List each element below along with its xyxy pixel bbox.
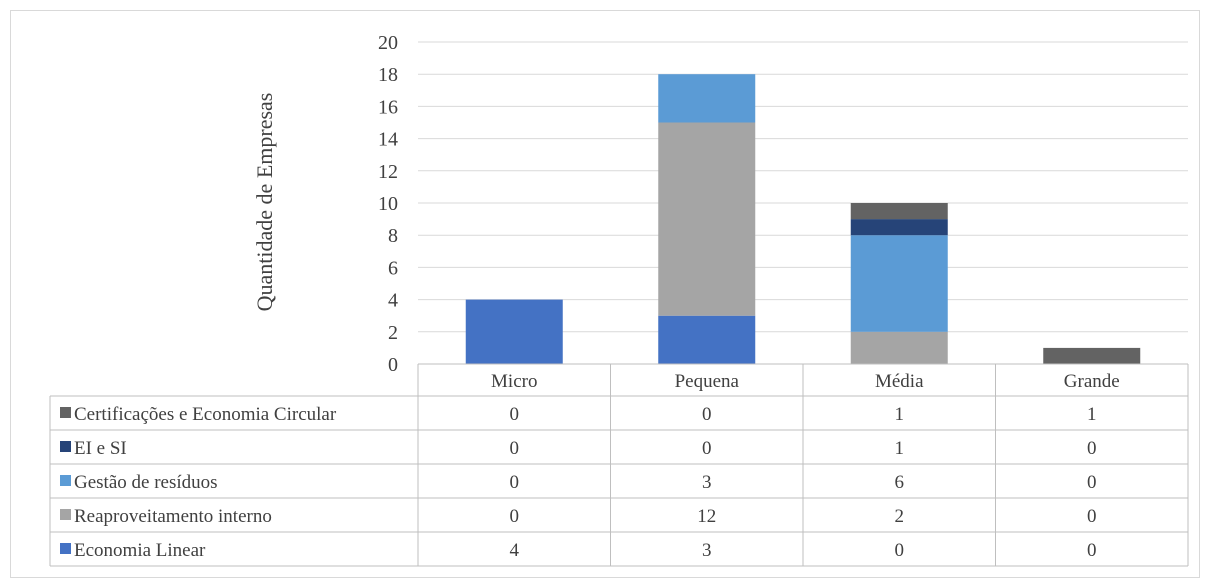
bar-segment (850, 331, 948, 364)
bar-segment (850, 203, 948, 220)
table-cell-value: 0 (702, 404, 712, 425)
legend-swatch (60, 441, 71, 452)
legend-label: Gestão de resíduos (74, 472, 218, 493)
table-cell-value: 0 (702, 438, 712, 459)
table-cell-value: 12 (697, 506, 716, 527)
legend-swatch (60, 543, 71, 554)
bar-segment (1043, 347, 1141, 364)
table-cell-value: 3 (702, 540, 712, 561)
table-cell-value: 0 (510, 438, 520, 459)
bars (465, 74, 1141, 364)
table-cell-value: 1 (895, 438, 905, 459)
bar-segment (658, 74, 756, 123)
bar-segment (850, 219, 948, 236)
legend-label: EI e SI (74, 438, 127, 459)
legend-swatch (60, 475, 71, 486)
legend-label: Certificações e Economia Circular (74, 404, 337, 425)
x-tick-label: Média (875, 371, 924, 392)
table-cell-value: 0 (510, 404, 520, 425)
table-cell-value: 0 (1087, 472, 1097, 493)
y-tick-label: 4 (388, 290, 398, 312)
y-tick-label: 14 (378, 129, 398, 151)
table-cell-value: 1 (1087, 404, 1097, 425)
y-tick-label: 16 (378, 96, 398, 118)
table-cell-value: 0 (1087, 438, 1097, 459)
y-tick-label: 12 (378, 161, 398, 183)
y-tick-labels: 0 2 4 6 8 10 12 14 16 18 20 (378, 32, 398, 376)
table-cell-value: 1 (895, 404, 905, 425)
legend-label: Reaproveitamento interno (74, 506, 272, 527)
bar-segment (658, 122, 756, 316)
legend-swatch (60, 509, 71, 520)
y-tick-label: 2 (388, 322, 398, 344)
x-tick-label: Micro (491, 371, 537, 392)
y-tick-label: 6 (388, 257, 398, 279)
table-cell-value: 0 (1087, 540, 1097, 561)
table-cell-value: 0 (895, 540, 905, 561)
table-cell-value: 3 (702, 472, 712, 493)
x-tick-label: Grande (1064, 371, 1120, 392)
table-cell-value: 2 (895, 506, 905, 527)
legend-swatch (60, 407, 71, 418)
table-cell-value: 6 (895, 472, 905, 493)
bar-segment (658, 315, 756, 364)
table-cell-value: 0 (510, 506, 520, 527)
data-table: Micro Pequena Média Grande Certificações e E… (49, 363, 1189, 567)
y-tick-label: 10 (378, 193, 398, 215)
table-cell-value: 4 (510, 540, 520, 561)
chart-frame (10, 10, 1200, 578)
y-tick-label: 0 (388, 354, 398, 376)
y-axis-label: Quantidade de Empresas (252, 93, 277, 312)
table-cell-value: 0 (1087, 506, 1097, 527)
y-tick-label: 18 (378, 64, 398, 86)
bar-segment (850, 235, 948, 332)
bar-segment (465, 299, 563, 364)
table-cell-value: 0 (510, 472, 520, 493)
legend-label: Economia Linear (74, 540, 206, 561)
y-tick-label: 20 (378, 32, 398, 54)
y-tick-label: 8 (388, 225, 398, 247)
gridlines (418, 41, 1188, 333)
x-tick-label: Pequena (675, 371, 740, 392)
